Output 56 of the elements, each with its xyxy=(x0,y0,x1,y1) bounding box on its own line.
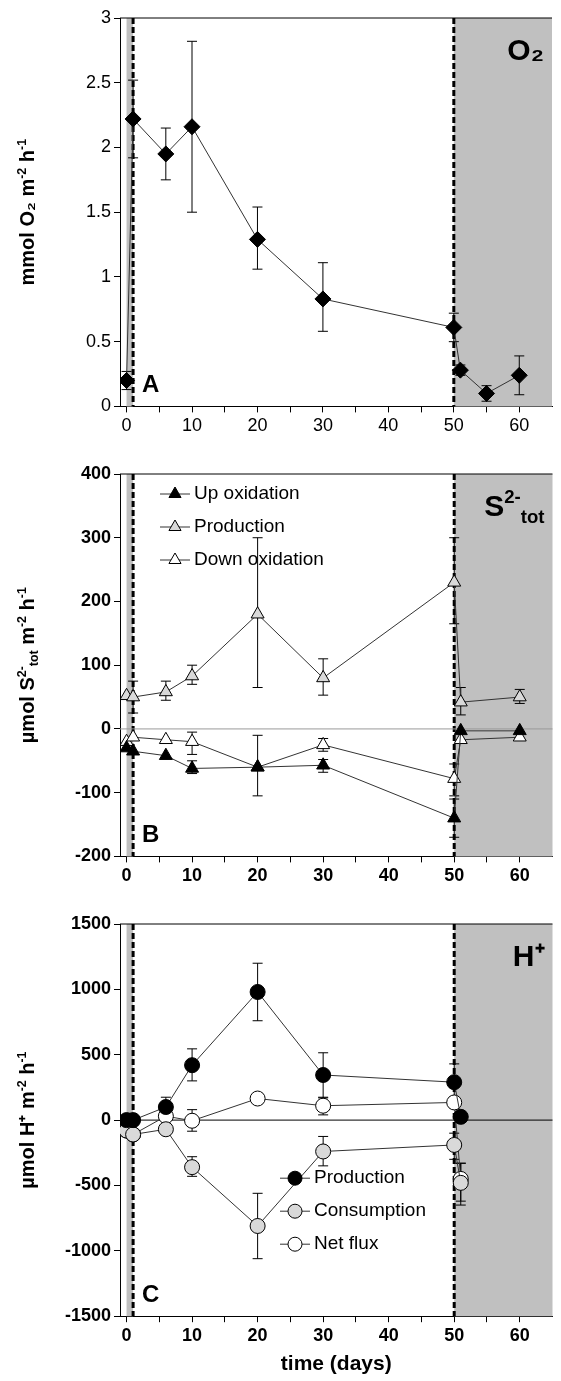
x-tick-label: 0 xyxy=(121,865,132,886)
x-tick-label: 10 xyxy=(182,865,203,886)
y-tick-label: -100 xyxy=(74,781,111,802)
annotation: H⁺ xyxy=(512,939,545,972)
x-tick-label: 0 xyxy=(121,415,132,436)
x-tick-label: 20 xyxy=(247,415,268,436)
y-tick-label: 1500 xyxy=(70,912,111,933)
x-tick-label: 50 xyxy=(444,865,465,886)
y-tick-label: -1000 xyxy=(64,1239,111,1260)
annotation: A xyxy=(142,370,160,398)
x-tick-label: 50 xyxy=(443,415,464,436)
y-tick-label: 2.5 xyxy=(85,71,111,92)
y-tick-label: 0.5 xyxy=(85,330,111,351)
x-tick-label: 40 xyxy=(378,1324,399,1345)
y-tick-label: 400 xyxy=(80,462,111,483)
legend-label: Production xyxy=(194,515,285,537)
legend-label: Net flux xyxy=(314,1232,379,1254)
x-tick-label: 30 xyxy=(312,415,333,436)
x-tick-label: 50 xyxy=(444,1324,465,1345)
y-tick-label: 2 xyxy=(100,136,111,157)
x-tick-label: 20 xyxy=(247,865,268,886)
legend-label: Consumption xyxy=(314,1199,426,1221)
x-tick-label: 30 xyxy=(313,1324,334,1345)
y-tick-label: 0 xyxy=(100,1109,111,1130)
x-tick-label: 10 xyxy=(182,1324,203,1345)
x-tick-label: 30 xyxy=(313,865,334,886)
y-tick-label: 100 xyxy=(80,654,111,675)
x-tick-label: 20 xyxy=(247,1324,268,1345)
annotation: B xyxy=(142,820,160,848)
x-tick-label: 10 xyxy=(181,415,203,436)
x-tick-label: 40 xyxy=(378,865,399,886)
y-tick-label: 300 xyxy=(80,526,111,547)
x-tick-label: 60 xyxy=(509,865,530,886)
y-tick-label: -500 xyxy=(74,1174,111,1195)
y-tick-label: 0 xyxy=(100,395,111,416)
x-tick-label: 40 xyxy=(378,415,399,436)
x-tick-label: 60 xyxy=(509,1324,530,1345)
y-axis-title: µmol S2-tot m-2 h-1 xyxy=(14,587,42,744)
y-tick-label: 1000 xyxy=(70,978,111,999)
y-tick-label: 500 xyxy=(80,1043,111,1064)
x-tick-label: 0 xyxy=(121,1324,132,1345)
x-axis-title: time (days) xyxy=(280,1351,392,1375)
y-tick-label: -1500 xyxy=(64,1305,111,1326)
y-tick-label: 0 xyxy=(100,717,111,738)
y-tick-label: 200 xyxy=(80,590,111,611)
y-tick-label: 1.5 xyxy=(85,201,111,222)
annotation: C xyxy=(142,1280,160,1308)
y-axis-title: µmol H⁺ m-2 h-1 xyxy=(14,1051,38,1189)
y-axis-title: mmol O₂ m-2 h-1 xyxy=(14,138,38,286)
legend-label: Production xyxy=(314,1166,405,1188)
annotation: O₂ xyxy=(507,33,545,66)
y-tick-label: 3 xyxy=(100,6,111,27)
y-tick-label: 1 xyxy=(100,265,111,286)
x-tick-label: 60 xyxy=(509,415,530,436)
legend-label: Up oxidation xyxy=(194,482,300,504)
y-tick-label: -200 xyxy=(74,845,111,866)
